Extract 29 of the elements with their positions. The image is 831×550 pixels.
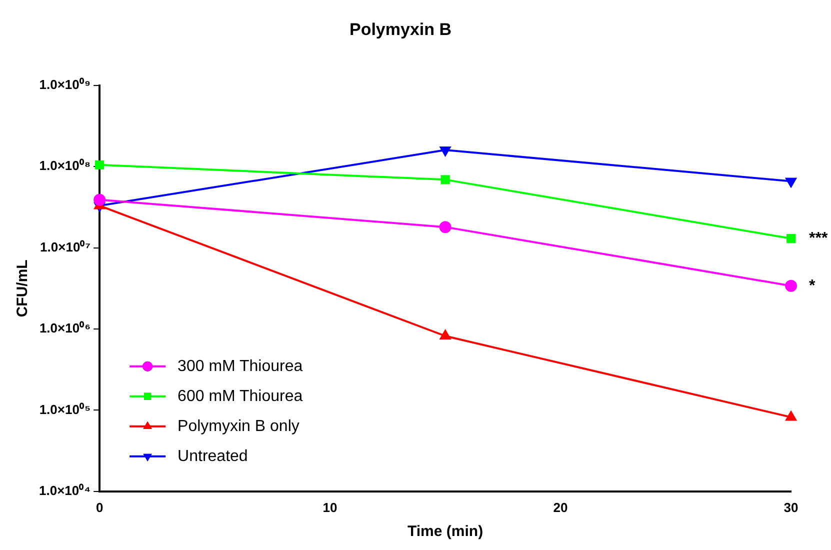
y-tick-label: 1.0×10⁰⁸ xyxy=(39,158,91,174)
y-tick-label: 1.0×10⁰⁶ xyxy=(39,320,91,336)
legend-label: Untreated xyxy=(178,448,248,465)
annotation: * xyxy=(809,277,816,294)
point xyxy=(786,178,796,188)
point xyxy=(786,234,796,244)
point xyxy=(94,194,106,206)
legend-label: 600 mM Thiourea xyxy=(178,388,303,405)
x-axis-title: Time (min) xyxy=(407,523,484,540)
x-tick-label: 10 xyxy=(322,500,338,515)
chart-title: Polymyxin B xyxy=(349,20,452,39)
point xyxy=(440,146,451,156)
legend-label: 300 mM Thiourea xyxy=(178,358,303,375)
x-tick-label: 30 xyxy=(784,500,798,515)
y-tick-label: 1.0×10⁰⁴ xyxy=(38,482,91,498)
x-tick-label: 20 xyxy=(553,500,568,515)
legend-label: Polymyxin B only xyxy=(178,418,300,435)
point xyxy=(439,221,452,234)
y-tick-label: 1.0×10⁰⁵ xyxy=(39,402,91,417)
y-tick-label: 1.0×10⁰⁷ xyxy=(40,239,91,254)
point xyxy=(785,280,797,292)
point xyxy=(440,175,450,184)
annotation: *** xyxy=(809,230,828,247)
y-tick-label: 1.0×10⁰⁹ xyxy=(39,76,91,92)
point xyxy=(440,330,451,340)
y-axis-title: CFU/mL xyxy=(14,260,32,318)
x-tick-label: 0 xyxy=(96,500,104,515)
point xyxy=(95,160,104,170)
point xyxy=(786,411,796,421)
